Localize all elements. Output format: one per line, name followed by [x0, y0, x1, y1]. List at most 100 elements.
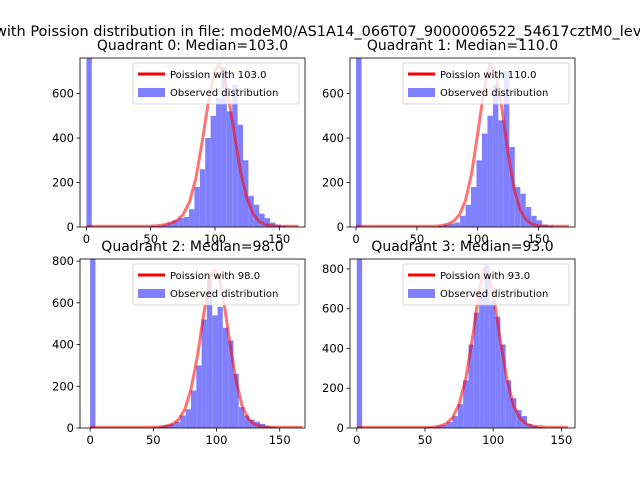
- figure-suptitle: Plot of histograms with Poission distrib…: [0, 24, 640, 40]
- y-tick-label: 200: [322, 176, 344, 190]
- y-tick-label: 400: [52, 338, 74, 352]
- x-tick-label: 100: [206, 433, 228, 447]
- y-tick-label: 400: [322, 341, 344, 355]
- legend-hist-label: Observed distribution: [170, 289, 278, 300]
- x-tick-label: 150: [550, 433, 572, 447]
- hist-bar: [199, 169, 206, 227]
- histogram-bars: [90, 259, 276, 428]
- hist-bar: [449, 223, 455, 227]
- x-tick-label: 0: [86, 433, 93, 447]
- hist-bar: [178, 218, 184, 227]
- hist-bar: [196, 365, 202, 428]
- hist-bar: [465, 204, 472, 227]
- y-tick-label: 800: [322, 262, 344, 276]
- hist-bar: [222, 327, 229, 428]
- hist-bar: [509, 146, 515, 227]
- legend-frame: [402, 263, 570, 306]
- subplot-title: Quadrant 2: Median=98.0: [101, 239, 283, 255]
- subplot-quadrant-2: 0 50 100 150 0 200 400 600 800 Quadrant 2: Median…: [52, 239, 306, 447]
- legend-hist-swatch: [138, 289, 165, 298]
- hist-bar: [454, 222, 461, 227]
- hist-bar: [226, 111, 233, 227]
- legend-hist-swatch: [408, 289, 435, 298]
- legend-fit-label: Poission with 98.0: [170, 271, 260, 282]
- subplot-quadrant-3: 0 50 100 150 0 200 400 600 800 Quadrant 3: Median…: [322, 239, 576, 447]
- hist-bar: [217, 306, 223, 428]
- x-tick-label: 50: [418, 433, 433, 447]
- y-tick-label: 600: [322, 302, 344, 316]
- legend-fit-label: Poission with 110.0: [440, 70, 536, 81]
- hist-bar: [536, 220, 543, 227]
- hist-bar: [172, 220, 179, 227]
- y-tick-label: 0: [337, 421, 344, 435]
- legend-hist-label: Observed distribution: [440, 88, 548, 99]
- hist-bar: [457, 404, 464, 428]
- hist-bar: [210, 115, 217, 227]
- y-tick-label: 800: [52, 254, 74, 268]
- hist-bar: [212, 315, 218, 428]
- hist-bar: [505, 380, 512, 428]
- hist-bar: [190, 390, 197, 428]
- hist-bar: [244, 415, 250, 428]
- hist-bar: [259, 213, 265, 227]
- y-tick-label: 200: [52, 379, 74, 393]
- legend: Poission with 103.0 Observed distribution: [132, 62, 300, 105]
- hist-bar: [476, 160, 482, 227]
- hist-bar: [86, 58, 92, 227]
- y-tick-label: 0: [67, 220, 74, 234]
- hist-bar: [216, 98, 222, 227]
- hist-bar: [479, 292, 485, 428]
- x-tick-label: 150: [528, 232, 550, 246]
- x-tick-label: 0: [83, 232, 90, 246]
- hist-bar: [189, 209, 195, 227]
- legend-hist-label: Observed distribution: [440, 289, 548, 300]
- legend-frame: [402, 62, 570, 105]
- hist-bar: [511, 398, 517, 428]
- hist-bar: [495, 316, 501, 428]
- subplot-grid: 0 50 100 150 0 200 400 600 Quadrant 0: Median=10…: [52, 38, 576, 447]
- hist-bar: [180, 415, 186, 428]
- y-tick-label: 600: [52, 296, 74, 310]
- subplot-title: Quadrant 1: Median=110.0: [367, 38, 558, 54]
- y-tick-label: 400: [52, 131, 74, 145]
- hist-bar: [205, 138, 211, 227]
- hist-bar: [185, 409, 191, 428]
- legend-hist-label: Observed distribution: [170, 88, 278, 99]
- hist-bar: [514, 186, 521, 227]
- hist-bar: [356, 259, 363, 428]
- x-tick-label: 50: [146, 433, 161, 447]
- histogram-bars: [356, 58, 554, 227]
- hist-bar: [484, 264, 490, 428]
- y-tick-label: 200: [52, 176, 74, 190]
- legend-fit-label: Poission with 103.0: [170, 70, 266, 81]
- x-tick-label: 0: [352, 232, 359, 246]
- subplot-quadrant-0: 0 50 100 150 0 200 400 600 Quadrant 0: Median=10…: [52, 38, 306, 246]
- x-tick-label: 50: [410, 232, 425, 246]
- hist-bar: [169, 423, 176, 428]
- axes-frame: [349, 57, 576, 228]
- hist-bar: [90, 259, 96, 428]
- subplot-title: Quadrant 0: Median=103.0: [97, 38, 288, 54]
- x-tick-label: 50: [143, 232, 158, 246]
- hist-bar: [492, 84, 499, 227]
- hist-bar: [264, 218, 271, 227]
- hist-bar: [356, 58, 362, 227]
- legend-fit-label: Poission with 93.0: [440, 271, 530, 282]
- hist-bar: [452, 416, 458, 428]
- x-tick-label: 100: [482, 433, 504, 447]
- x-tick-label: 0: [353, 433, 360, 447]
- y-tick-label: 0: [337, 220, 344, 234]
- legend-hist-swatch: [408, 88, 435, 97]
- hist-bar: [206, 277, 213, 428]
- legend: Poission with 93.0 Observed distribution: [402, 263, 570, 306]
- hist-bar: [221, 66, 227, 227]
- y-tick-label: 600: [322, 87, 344, 101]
- hist-bar: [233, 373, 239, 428]
- hist-bar: [463, 380, 469, 428]
- axes-frame: [349, 258, 576, 429]
- hist-bar: [232, 84, 238, 227]
- hist-bar: [194, 186, 200, 227]
- x-tick-label: 150: [268, 232, 290, 246]
- hist-bar: [460, 215, 466, 227]
